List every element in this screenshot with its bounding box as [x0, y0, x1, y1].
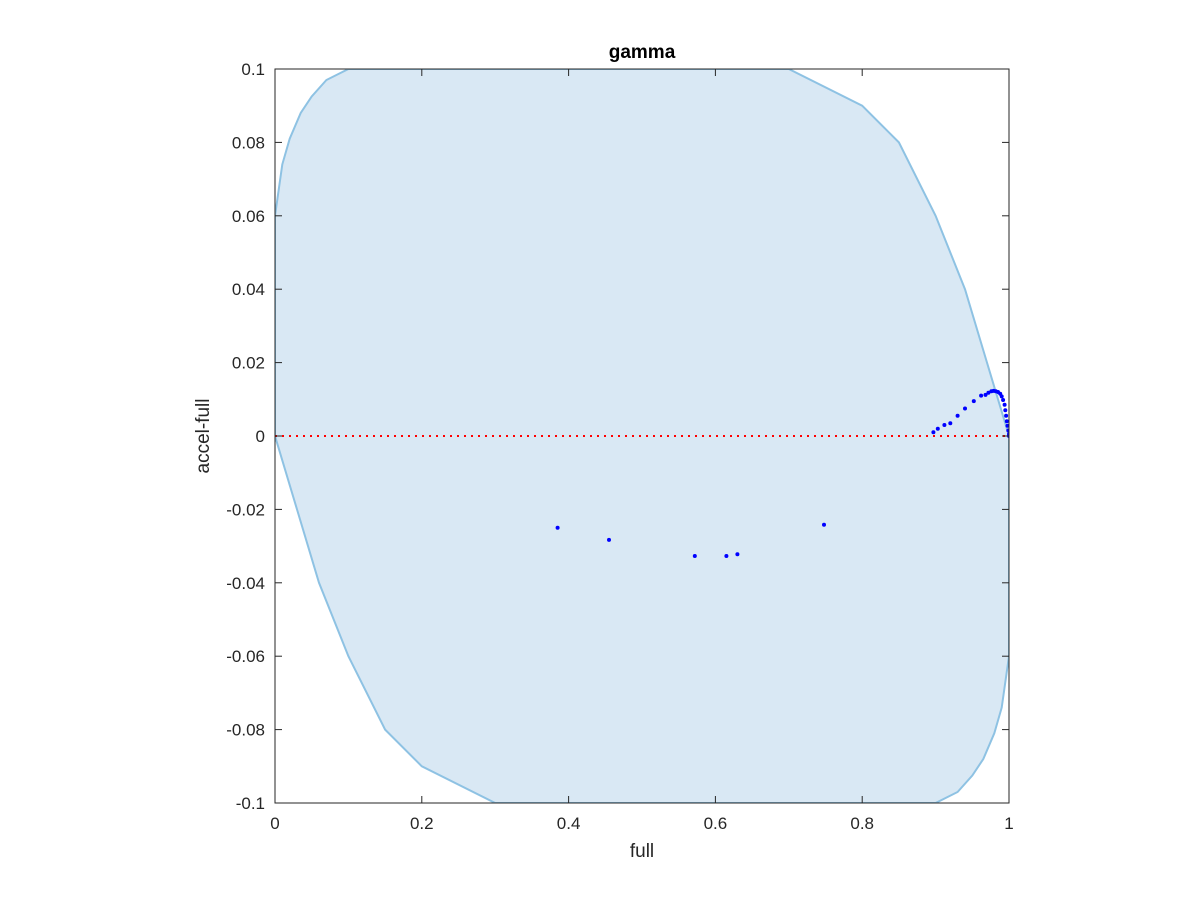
y-tick-label: 0.04 — [232, 280, 265, 299]
data-point — [1004, 413, 1009, 418]
data-point — [1002, 402, 1007, 407]
data-point — [607, 537, 611, 542]
data-point — [555, 525, 560, 530]
x-tick-label: 0 — [270, 814, 279, 833]
data-point — [822, 522, 826, 527]
data-point — [1006, 428, 1009, 433]
data-point — [983, 392, 988, 397]
x-tick-label: 0.2 — [410, 814, 434, 833]
y-tick-label: 0 — [256, 427, 265, 446]
data-point — [979, 393, 984, 398]
data-point — [1001, 398, 1006, 402]
data-point — [999, 394, 1004, 399]
data-point — [931, 430, 936, 435]
data-point — [986, 390, 991, 395]
y-tick-label: -0.04 — [226, 574, 265, 593]
data-point — [724, 554, 729, 558]
chart-title: gamma — [609, 42, 676, 63]
data-point — [971, 399, 976, 404]
y-tick-label: -0.08 — [226, 721, 265, 740]
x-tick-label: 0.6 — [704, 814, 728, 833]
axis-ticks — [274, 68, 1010, 804]
y-tick-label: -0.1 — [236, 794, 265, 813]
y-tick-label: 0.02 — [232, 354, 265, 373]
data-point — [942, 423, 947, 427]
axis-tick-labels: 0 0.2 0.4 0.6 0.8 1 -0.1 -0.08 -0.06 -0.04 -0.02 0 0… — [226, 60, 1013, 833]
data-point — [692, 554, 697, 558]
data-point — [735, 552, 740, 557]
data-point — [1003, 408, 1008, 413]
x-tick-label: 1 — [1004, 814, 1013, 833]
data-point — [1004, 419, 1009, 424]
y-tick-label: 0.1 — [241, 60, 265, 79]
data-point — [963, 406, 967, 411]
x-tick-label: 0.4 — [557, 814, 581, 833]
y-tick-label: 0.06 — [232, 207, 265, 226]
data-point — [1005, 423, 1009, 428]
y-tick-label: -0.02 — [226, 500, 265, 519]
y-tick-label: -0.06 — [226, 647, 265, 666]
shaded-region — [275, 69, 1009, 803]
x-tick-label: 0.8 — [850, 814, 874, 833]
data-point — [948, 421, 953, 426]
plot-area — [275, 69, 1009, 803]
y-axis-title: accel-full — [193, 399, 214, 474]
x-axis-title: full — [630, 841, 654, 862]
y-tick-label: 0.08 — [232, 133, 265, 152]
data-point — [955, 413, 960, 418]
data-point — [935, 426, 940, 431]
